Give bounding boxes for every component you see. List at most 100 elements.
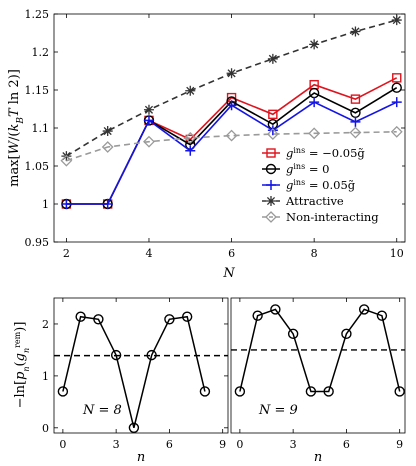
main-ylabel: max[W/(kBT ln 2)] <box>7 69 26 187</box>
data-point <box>102 126 113 137</box>
data-point <box>225 129 238 142</box>
data-point <box>57 386 69 397</box>
y-tick-label: 1 <box>42 370 49 383</box>
data-point <box>308 127 321 140</box>
x-tick-label: 4 <box>145 247 152 260</box>
inset-n9-frame <box>230 297 406 434</box>
x-tick-label: 6 <box>343 438 350 451</box>
data-point <box>394 386 405 397</box>
data-point <box>391 15 402 26</box>
x-tick-label: 9 <box>219 438 226 451</box>
data-point <box>146 349 157 361</box>
data-point <box>376 310 388 321</box>
x-tick-label: 3 <box>113 438 120 451</box>
y-tick-label: 1.1 <box>32 122 50 135</box>
y-tick-label: 2 <box>42 318 49 331</box>
inset-chart-n8: 0 3 6 9 0 1 2 N = 8 n −ln[pn(gnrem)] <box>13 297 229 465</box>
y-tick-label: 1.2 <box>32 46 50 59</box>
data-point <box>164 314 175 325</box>
data-point <box>350 116 361 127</box>
legend-marker <box>266 196 276 206</box>
y-tick-label: 1 <box>42 198 49 211</box>
main-axes: 2 4 6 8 10 0.95 1 1.05 1.1 1.15 1.2 1.25 <box>25 8 405 260</box>
data-point <box>305 386 317 397</box>
data-point <box>350 94 361 104</box>
data-point <box>61 199 72 209</box>
data-point <box>184 131 197 144</box>
inset-n8-frame <box>53 297 229 434</box>
legend-background <box>256 142 402 237</box>
main-xlabel: N <box>222 266 235 281</box>
inset-n8-panel-label: N = 8 <box>82 403 122 418</box>
data-point <box>309 39 320 50</box>
data-point <box>185 85 196 96</box>
data-point <box>199 386 211 397</box>
data-point <box>267 125 278 136</box>
data-point <box>110 349 122 361</box>
legend-label: gins = 0.05g̃ <box>286 178 356 193</box>
inset-n9-axes: 0 3 6 9 <box>236 298 403 451</box>
data-point <box>350 26 361 37</box>
legend-label: Attractive <box>285 194 344 208</box>
data-point <box>358 304 370 315</box>
data-point <box>323 386 334 397</box>
inset-chart-n9: 0 3 6 9 N = 9 n <box>230 297 406 465</box>
data-point <box>143 115 154 126</box>
data-point <box>93 314 104 325</box>
data-point <box>391 97 402 108</box>
legend-marker <box>266 180 276 190</box>
x-tick-label: 3 <box>290 438 297 451</box>
series-line <box>239 308 401 393</box>
x-tick-label: 10 <box>390 247 404 260</box>
data-point <box>143 135 155 148</box>
data-point <box>391 82 402 93</box>
series-line <box>65 19 397 157</box>
legend-label: Non-interacting <box>286 210 379 224</box>
data-point <box>181 311 193 322</box>
x-tick-label: 6 <box>166 438 173 451</box>
y-tick-label: 1.25 <box>25 8 50 21</box>
data-point <box>252 310 263 321</box>
data-point <box>287 328 299 340</box>
data-point <box>75 311 86 322</box>
data-point <box>101 141 114 153</box>
inset-n9-panel-label: N = 9 <box>258 403 298 418</box>
x-tick-label: 0 <box>59 438 66 451</box>
data-point <box>226 100 237 111</box>
data-point <box>349 126 362 139</box>
x-tick-label: 2 <box>63 247 70 260</box>
data-point <box>128 422 140 434</box>
data-point <box>102 199 113 209</box>
legend-label: gins = −0.05g̃ <box>286 146 365 161</box>
x-tick-label: 0 <box>236 438 243 451</box>
data-point <box>267 53 278 64</box>
main-chart: 2 4 6 8 10 0.95 1 1.05 1.1 1.15 1.2 1.25 max[W/(kBT… <box>7 8 406 281</box>
data-point <box>390 125 403 138</box>
data-point <box>309 97 320 108</box>
y-tick-label: 1.05 <box>25 160 50 173</box>
data-point <box>341 328 352 340</box>
data-point <box>60 154 73 167</box>
data-point <box>268 109 278 120</box>
x-tick-label: 9 <box>396 438 403 451</box>
data-point <box>226 68 237 79</box>
x-tick-label: 6 <box>228 247 235 260</box>
inset-n8-xlabel: n <box>137 450 145 465</box>
inset-ylabel: −ln[pn(gnrem)] <box>13 322 31 409</box>
y-tick-label: 1.15 <box>25 84 50 97</box>
main-series <box>60 15 403 210</box>
data-point <box>392 73 402 83</box>
inset-n9-xlabel: n <box>314 450 322 465</box>
legend-marker <box>265 211 277 223</box>
y-tick-label: 0 <box>42 422 49 435</box>
data-point <box>234 386 246 397</box>
legend-marker <box>265 163 277 175</box>
legend-label: gins = 0 <box>286 162 329 177</box>
inset-n8-axes: 0 3 6 9 0 1 2 <box>42 298 228 451</box>
y-tick-label: 0.95 <box>25 236 50 249</box>
inset-n9-series <box>231 304 405 397</box>
inset-n8-series <box>54 311 228 434</box>
series-line <box>62 315 206 428</box>
